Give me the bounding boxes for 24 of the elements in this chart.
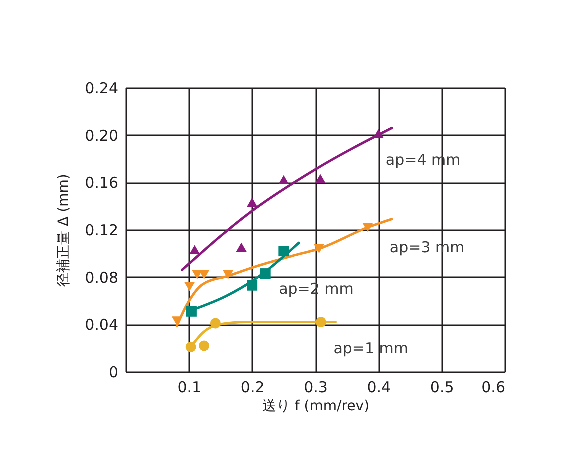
series-label: ap=1 mm bbox=[334, 339, 409, 358]
y-tick-label: 0.16 bbox=[85, 174, 118, 192]
point bbox=[278, 175, 290, 185]
point bbox=[236, 242, 247, 252]
point bbox=[184, 282, 196, 292]
y-tick-label: 0.24 bbox=[85, 80, 118, 98]
x-tick-label: 0.3 bbox=[304, 378, 328, 396]
point bbox=[247, 198, 258, 207]
point bbox=[315, 174, 326, 184]
point bbox=[199, 340, 210, 352]
x-tick-label: 0.6 bbox=[482, 378, 506, 396]
y-tick-label: 0.20 bbox=[85, 126, 118, 145]
point bbox=[199, 270, 210, 280]
x-axis-title: 送り f (mm/rev) bbox=[262, 398, 370, 414]
x-tick-label: 0.1 bbox=[178, 378, 202, 396]
y-tick-label: 0.08 bbox=[85, 268, 118, 287]
y-axis-title: 径補正量 Δ (mm) bbox=[56, 174, 72, 287]
y-tick-label: 0.04 bbox=[85, 316, 118, 334]
y-tick-label: 0.12 bbox=[85, 222, 118, 240]
y-tick-label: 0 bbox=[108, 364, 118, 382]
x-tick-label: 0.4 bbox=[367, 378, 392, 396]
x-tick-label: 0.5 bbox=[430, 378, 454, 396]
x-tick-label: 0.2 bbox=[240, 378, 265, 396]
point bbox=[190, 245, 200, 254]
